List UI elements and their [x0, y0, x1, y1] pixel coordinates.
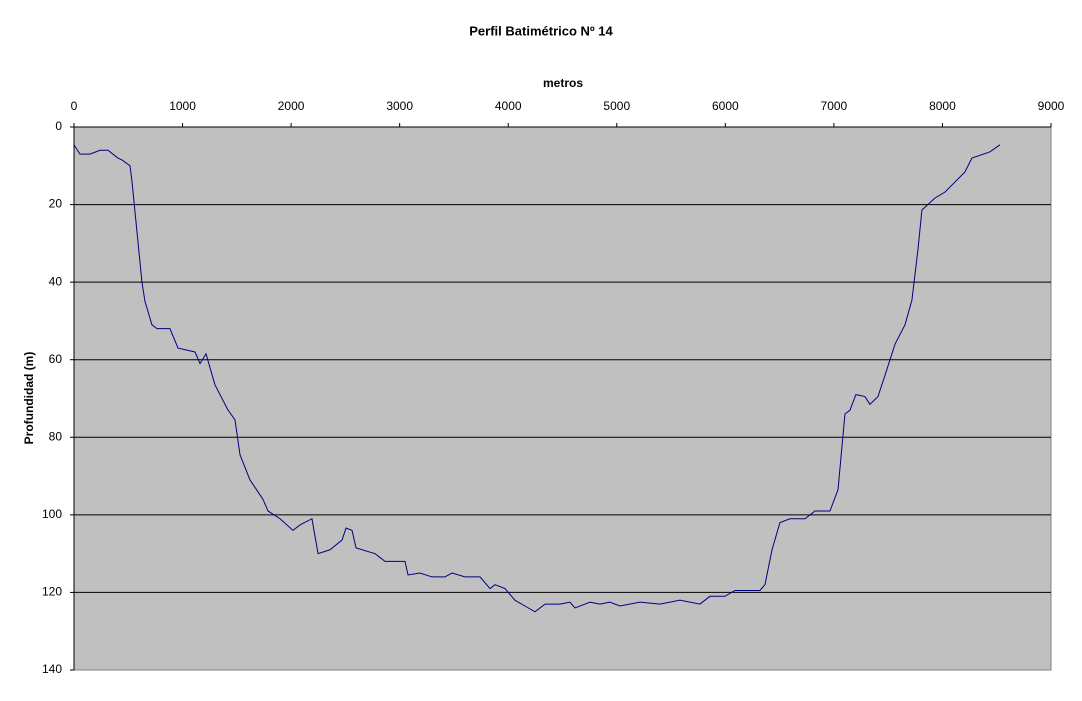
x-tick-label: 6000: [712, 99, 739, 113]
y-tick-label: 80: [49, 429, 63, 443]
chart-title: Perfil Batimétrico Nº 14: [469, 23, 613, 38]
y-tick-label: 120: [42, 585, 62, 599]
y-tick-label: 20: [49, 197, 63, 211]
x-tick-label: 0: [71, 99, 78, 113]
x-tick-label: 3000: [386, 99, 413, 113]
data-line: [73, 144, 1001, 613]
plot-area: [73, 126, 1052, 671]
x-tick-label: 5000: [603, 99, 630, 113]
y-tick-label: 140: [42, 662, 62, 676]
y-axis-label: Profundidad (m): [22, 352, 36, 445]
y-tick-label: 0: [55, 119, 62, 133]
y-tick-label: 100: [42, 507, 62, 521]
x-tick-label: 7000: [821, 99, 848, 113]
x-tick-label: 1000: [169, 99, 196, 113]
x-axis-label: metros: [543, 76, 583, 90]
y-tick-label: 40: [49, 274, 63, 288]
x-tick-label: 2000: [278, 99, 305, 113]
x-tick-label: 9000: [1038, 99, 1065, 113]
x-tick-label: 8000: [929, 99, 956, 113]
y-tick-label: 60: [49, 352, 63, 366]
x-tick-label: 4000: [495, 99, 522, 113]
